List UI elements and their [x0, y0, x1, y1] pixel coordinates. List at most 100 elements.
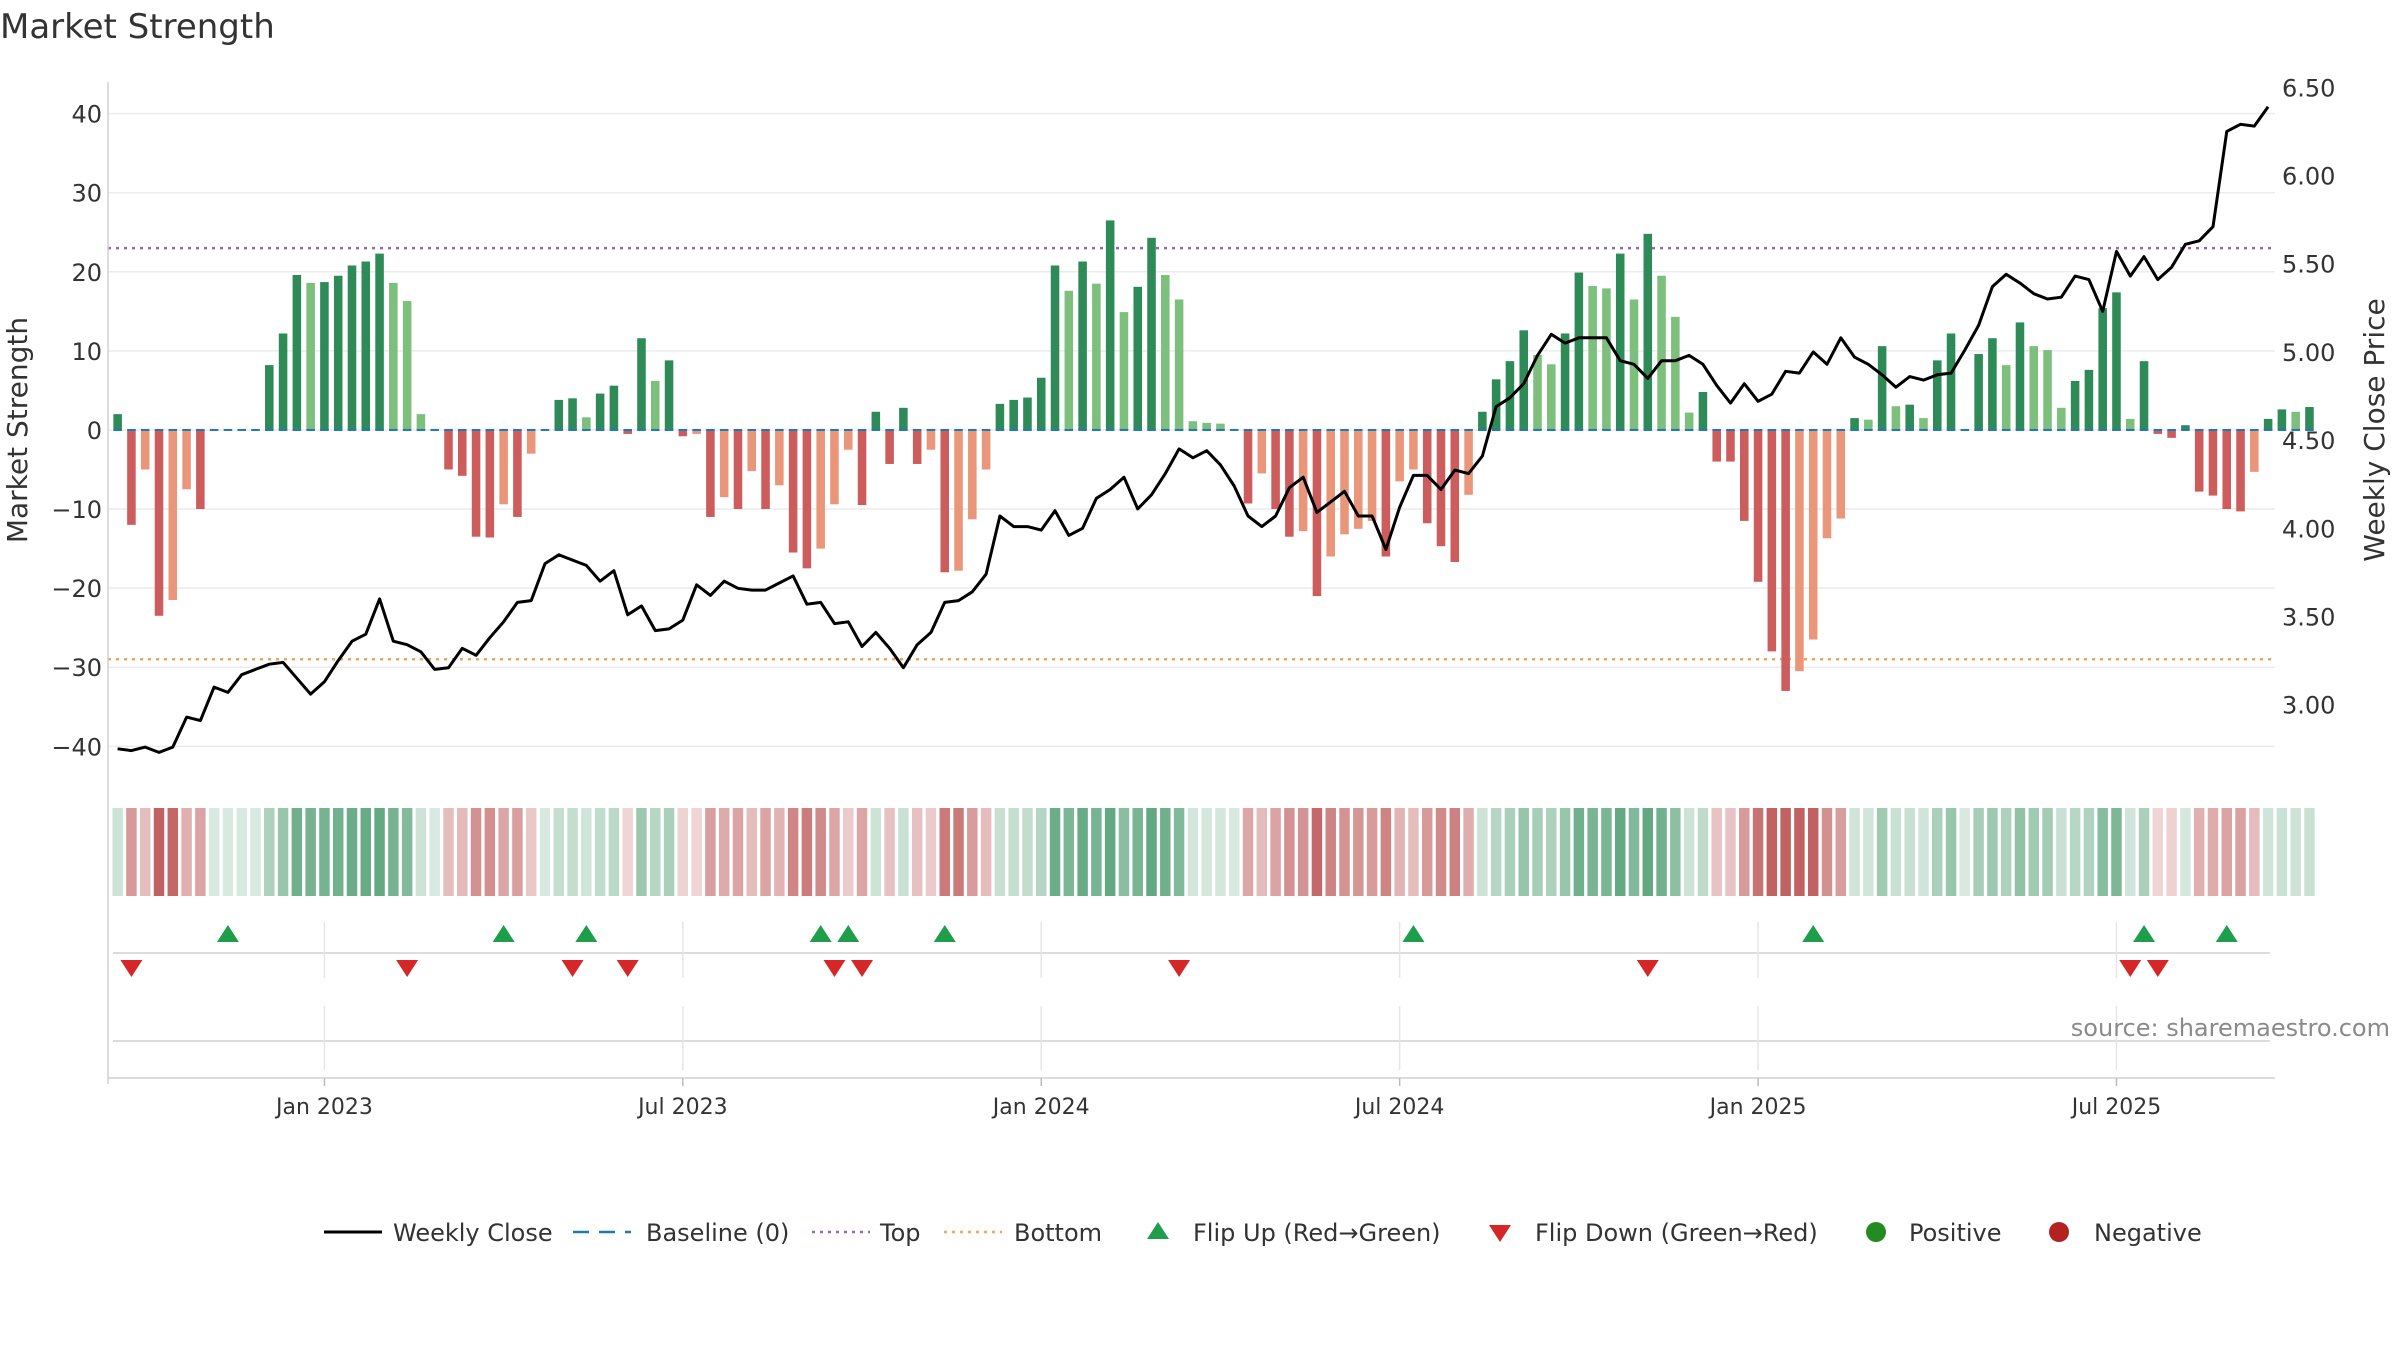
flip-down-marker [396, 960, 419, 977]
strength-bar [140, 429, 150, 470]
strength-bar [747, 429, 757, 472]
strength-bar [1354, 429, 1363, 529]
legend-item-negative[interactable]: Negative [2049, 1219, 2202, 1247]
heat-strip-cell [1421, 808, 1433, 896]
strength-bar [995, 403, 1005, 430]
flip-down-marker [2119, 960, 2142, 977]
strength-bar [1808, 429, 1818, 640]
strength-bar [1574, 272, 1584, 430]
heat-strip-cell [1683, 808, 1695, 896]
strength-bar [1133, 286, 1143, 430]
strength-bar [1009, 399, 1018, 430]
legend-item-positive[interactable]: Positive [1866, 1219, 2002, 1247]
heat-strip-cell [1876, 808, 1888, 896]
heat-strip-cell [1725, 808, 1736, 896]
heat-strip-cell [360, 808, 372, 896]
heat-strip-cell [2276, 808, 2288, 896]
y-right-tick-label: 5.50 [2282, 251, 2335, 279]
heat-strip-cell [1918, 808, 1929, 896]
strength-bar [733, 429, 743, 510]
legend-item-top[interactable]: Top [812, 1219, 921, 1247]
legend-item-close[interactable]: Weekly Close [324, 1219, 553, 1247]
heat-strip-cell [925, 808, 937, 896]
heat-strip-cell [760, 808, 771, 896]
strength-bar [582, 417, 591, 430]
strength-bar [1932, 360, 1942, 430]
strength-bar [458, 429, 467, 476]
heat-strip-cell [2235, 808, 2246, 896]
strength-bar [2291, 411, 2300, 430]
flip-up-marker [837, 925, 860, 942]
heat-strip-cell [332, 808, 344, 896]
threshold-layer [108, 246, 2275, 661]
strength-bar [1781, 429, 1790, 691]
strength-bar [2112, 292, 2121, 430]
heat-strip-cell [939, 808, 950, 896]
strength-bar [1726, 429, 1735, 462]
heat-strip-cell [636, 808, 647, 896]
strength-bar [278, 333, 288, 430]
heat-strip-cell [539, 808, 551, 896]
strength-bar [306, 282, 315, 430]
heat-strip-cell [126, 808, 137, 896]
strength-bar [1864, 419, 1873, 430]
legend-label: Baseline (0) [646, 1219, 789, 1247]
heat-strip-cell [1104, 808, 1116, 896]
legend-item-flip-up[interactable]: Flip Up (Red→Green) [1147, 1219, 1441, 1247]
strength-bar [1698, 391, 1708, 430]
legend-label: Top [879, 1219, 921, 1247]
legend-item-flip-down[interactable]: Flip Down (Green→Red) [1489, 1219, 1818, 1247]
heat-strip-cell [911, 808, 923, 896]
legend-swatch [1489, 1225, 1511, 1242]
heat-strip-cell [1504, 808, 1516, 896]
strength-bar [2222, 429, 2232, 510]
heat-strip-cell [2304, 808, 2315, 896]
legend-item-bottom[interactable]: Bottom [944, 1219, 1102, 1247]
flip-up-marker [2215, 925, 2238, 942]
heat-strip-cell [732, 808, 744, 896]
heat-strip-cell [1435, 808, 1447, 896]
heat-strip-cell [1146, 808, 1157, 896]
heat-strip-cell [1228, 808, 1240, 896]
strength-bar [1560, 333, 1570, 430]
strength-bar [2057, 407, 2066, 430]
strength-bar [1050, 265, 1060, 430]
heat-strip-cell [277, 808, 289, 896]
heat-strip-cell [2069, 808, 2081, 896]
heat-strip-cell [1408, 808, 1419, 896]
heat-strip-cell [1849, 808, 1860, 896]
heat-strip-cell [1325, 808, 1336, 896]
legend-label: Flip Up (Red→Green) [1193, 1219, 1441, 1247]
heat-strip-cell [167, 808, 179, 896]
strength-bar [1767, 429, 1777, 652]
heat-strip-cell [622, 808, 633, 896]
heat-strip-cell [870, 808, 882, 896]
strength-bar [1092, 283, 1101, 430]
strength-bar [2194, 429, 2204, 492]
heat-strip-cell [1284, 808, 1295, 896]
strength-bar [1105, 220, 1115, 430]
strength-bar [1643, 233, 1653, 430]
heat-strip-cell [608, 808, 620, 896]
heat-strip-cell [1201, 808, 1212, 896]
strength-bar [292, 274, 302, 430]
strength-bar [2043, 350, 2052, 430]
strength-bar [1974, 354, 1983, 430]
strength-bar [830, 429, 839, 505]
flip-up-marker [1802, 925, 1825, 942]
heat-strip-cell [305, 808, 316, 896]
heat-strip-cell [112, 808, 123, 896]
heat-strip-cell [1091, 808, 1102, 896]
strength-bar [2001, 365, 2011, 430]
y-left-tick-label: −30 [51, 654, 102, 682]
heat-strip-cell [1766, 808, 1778, 896]
strength-bar [154, 429, 164, 616]
strength-bar [1822, 429, 1832, 539]
strength-bar [1850, 418, 1859, 430]
legend: Weekly Close Baseline (0) Top Bottom Flip Up… [324, 1219, 2202, 1247]
chart-title: Market Strength [0, 7, 275, 47]
strength-bar [1036, 377, 1046, 430]
strength-bar [2277, 409, 2287, 430]
x-tick-label: Jan 2024 [991, 1095, 1090, 1120]
legend-item-baseline[interactable]: Baseline (0) [573, 1219, 789, 1247]
